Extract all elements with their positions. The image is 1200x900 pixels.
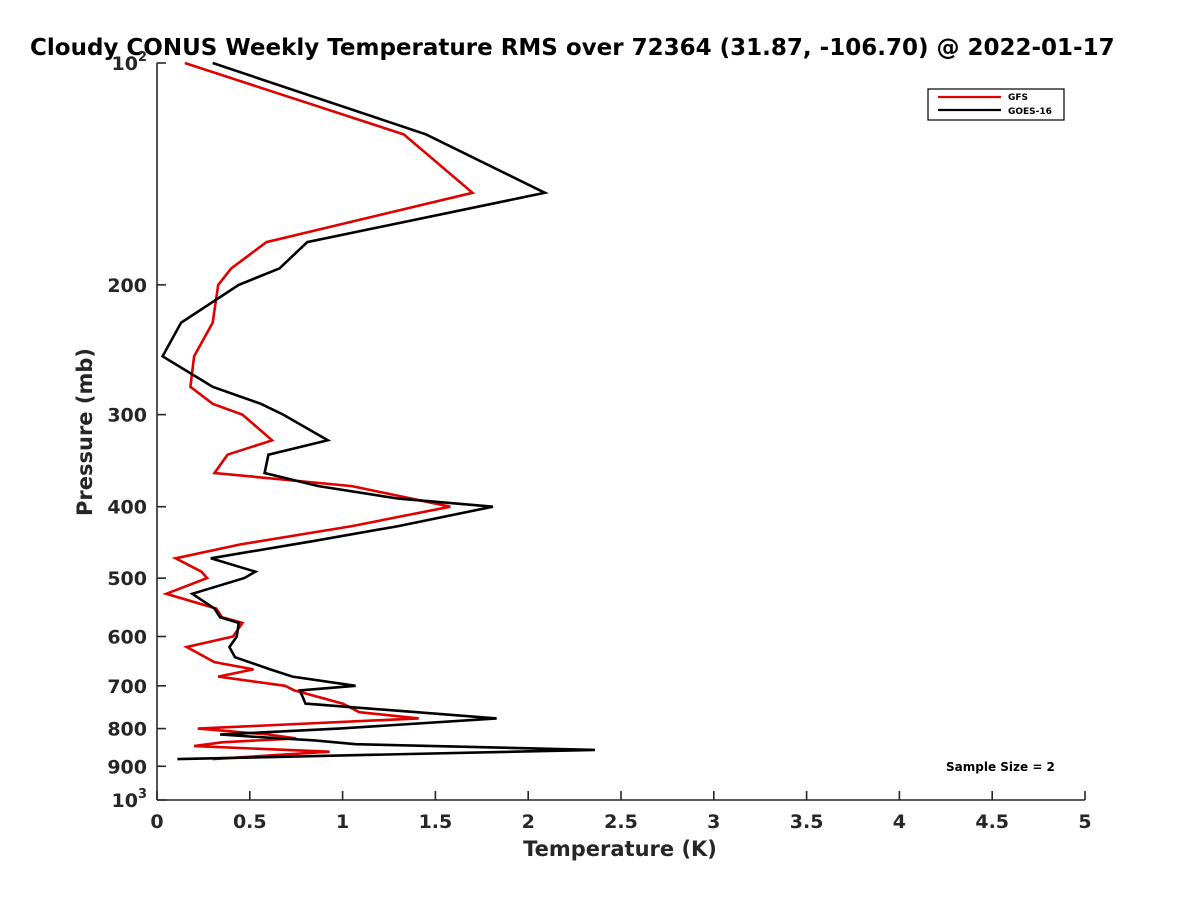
x-tick-label: 4.5 [975, 811, 1009, 833]
x-tick-label: 1 [336, 811, 349, 833]
y-axis-label: Pressure (mb) [73, 348, 97, 516]
x-tick-label: 2.5 [604, 811, 638, 833]
x-tick-label: 5 [1078, 811, 1091, 833]
y-tick-label: 600 [107, 626, 147, 648]
x-tick-label: 2 [522, 811, 535, 833]
x-tick-label: 0.5 [233, 811, 267, 833]
x-axis-ticks: 0 0.5 1 1.5 2 2.5 3 3.5 4 4.5 5 [150, 791, 1092, 833]
series-line-goes-16 [160, 61, 596, 761]
legend-box [927, 88, 1065, 121]
x-tick-label: 3 [707, 811, 720, 833]
y-tick-label: 500 [107, 568, 147, 590]
y-tick-label: 700 [107, 676, 147, 698]
sample-size-annotation: Sample Size = 2 [946, 760, 1055, 774]
legend-label-goes16: GOES-16 [1008, 107, 1052, 117]
x-tick-label: 4 [893, 811, 906, 833]
chart-title: Cloudy CONUS Weekly Temperature RMS over… [30, 35, 1115, 61]
series-lines [160, 61, 596, 761]
y-axis-ticks: 102 200 300 400 500 600 700 800 900 103 [107, 50, 166, 812]
x-tick-label: 3.5 [790, 811, 824, 833]
legend-label-gfs: GFS [1008, 93, 1028, 103]
y-tick-label: 300 [107, 405, 147, 427]
legend: GFS GOES-16 [927, 88, 1065, 121]
y-tick-label: 400 [107, 497, 147, 519]
y-tick-label: 800 [107, 719, 147, 741]
x-tick-label: 1.5 [419, 811, 453, 833]
series-line-gfs [162, 61, 476, 761]
y-tick-label: 102 [112, 50, 148, 75]
x-tick-label: 0 [150, 811, 163, 833]
x-axis-label: Temperature (K) [523, 837, 717, 861]
y-tick-label: 200 [107, 275, 147, 297]
y-tick-label: 900 [107, 756, 147, 778]
y-tick-label: 103 [112, 787, 148, 812]
